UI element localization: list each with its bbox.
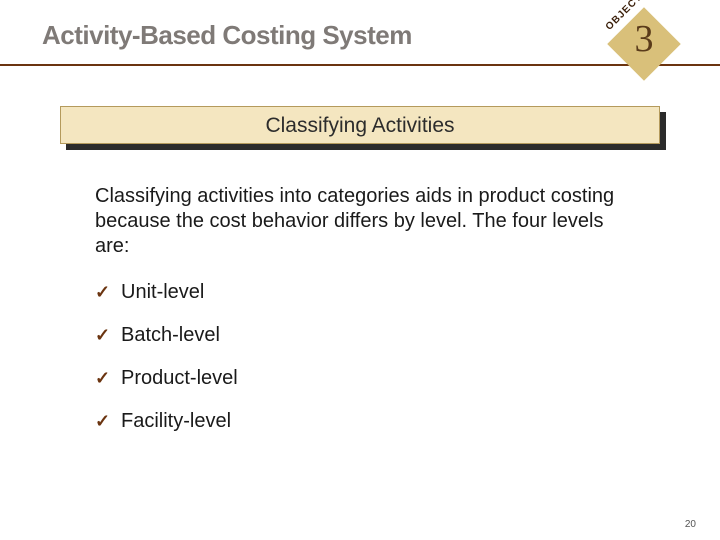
checkmark-icon: ✓: [95, 325, 121, 346]
list-item: ✓ Batch-level: [95, 324, 720, 347]
checkmark-icon: ✓: [95, 411, 121, 432]
list-item: ✓ Product-level: [95, 367, 720, 390]
header: Activity-Based Costing System OBJECTIVE …: [0, 12, 720, 64]
level-label: Batch-level: [121, 324, 220, 347]
list-item: ✓ Facility-level: [95, 410, 720, 433]
slide-title: Activity-Based Costing System: [42, 20, 412, 51]
page-number: 20: [685, 519, 696, 530]
checkmark-icon: ✓: [95, 282, 121, 303]
objective-badge: OBJECTIVE 3: [604, 4, 684, 84]
level-label: Unit-level: [121, 281, 204, 304]
subheader-box: Classifying Activities: [60, 106, 660, 144]
subheader-text: Classifying Activities: [60, 106, 660, 144]
objective-number: 3: [604, 17, 684, 61]
body-paragraph: Classifying activities into categories a…: [95, 184, 640, 259]
list-item: ✓ Unit-level: [95, 281, 720, 304]
slide: Activity-Based Costing System OBJECTIVE …: [0, 0, 720, 540]
level-label: Product-level: [121, 367, 238, 390]
levels-list: ✓ Unit-level ✓ Batch-level ✓ Product-lev…: [95, 281, 720, 433]
level-label: Facility-level: [121, 410, 231, 433]
checkmark-icon: ✓: [95, 368, 121, 389]
